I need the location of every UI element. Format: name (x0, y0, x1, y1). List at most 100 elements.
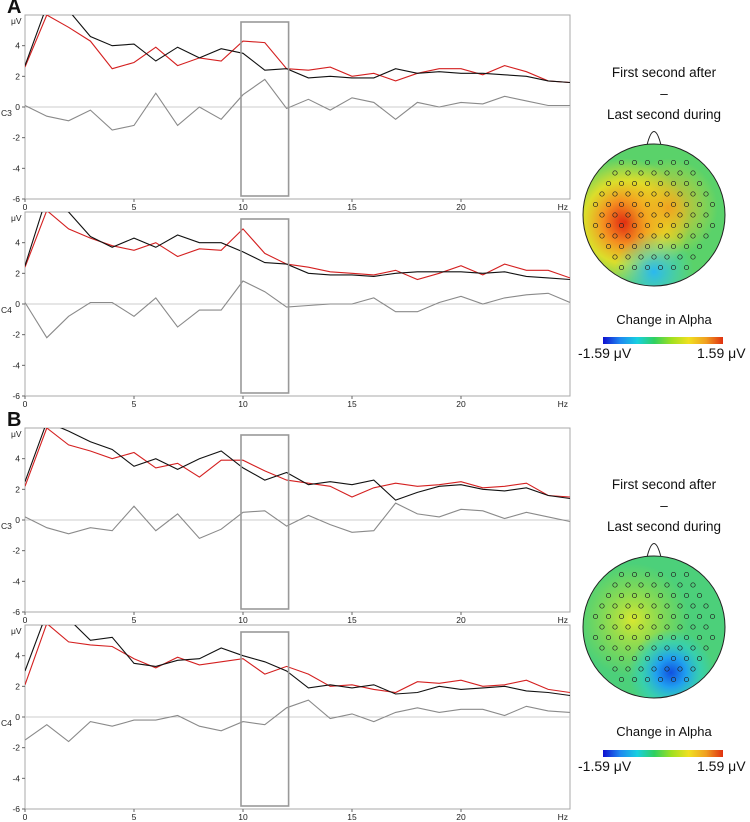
electrode-marker (677, 191, 683, 197)
electrode-marker (605, 592, 612, 599)
electrode-marker (638, 191, 644, 197)
electrode-marker (683, 159, 690, 166)
electrode-marker (651, 170, 657, 176)
electrode-marker (677, 645, 683, 651)
x-tick-label: 0 (23, 812, 28, 822)
electrode-marker (644, 571, 651, 578)
series-line-after (25, 625, 570, 697)
electrode-marker (690, 191, 696, 197)
electrode-marker (657, 180, 664, 187)
electrode-marker (618, 201, 625, 208)
x-tick-label: 5 (132, 399, 137, 409)
y-tick-label: -4 (12, 773, 20, 783)
electrode-marker (690, 624, 696, 630)
electrode-marker (599, 603, 605, 609)
topo-title-b-line3: Last second during (606, 519, 722, 534)
electrode-marker (651, 603, 657, 609)
electrode-marker (690, 603, 696, 609)
electrode-marker (670, 201, 677, 208)
electrode-marker (599, 191, 605, 197)
electrode-marker (625, 212, 631, 218)
electrode-marker (644, 592, 651, 599)
electrode-marker (612, 212, 618, 218)
x-tick-label: 5 (132, 202, 137, 212)
y-axis-label: μV (11, 429, 22, 439)
x-tick-label: 20 (456, 399, 466, 409)
topo-title-a-line1: First second after (611, 65, 717, 80)
topo-title-b: First second after – Last second during (579, 474, 749, 537)
electrode-marker (592, 613, 599, 620)
electrode-marker (683, 613, 690, 620)
electrode-marker (664, 254, 670, 260)
scalp-outline (582, 143, 726, 287)
colorbar-max-a: 1.59 μV (697, 345, 746, 361)
electrode-marker (657, 222, 664, 229)
channel-label: C4 (1, 718, 12, 728)
channel-label: C3 (1, 108, 12, 118)
electrode-marker (592, 222, 599, 229)
electrode-marker (657, 634, 664, 641)
topo-title-b-line1: First second after (611, 477, 717, 492)
electrode-marker (651, 233, 657, 239)
alpha-band-box (240, 434, 290, 610)
x-axis-label: Hz (558, 812, 568, 822)
electrode-marker (644, 264, 651, 271)
electrode-marker (625, 624, 631, 630)
electrode-marker (612, 624, 618, 630)
y-tick-label: 2 (15, 484, 20, 494)
electrode-marker (618, 655, 625, 662)
series-line-after (25, 212, 570, 281)
electrode-marker (605, 180, 612, 187)
electrode-marker (670, 613, 677, 620)
electrode-marker (618, 222, 625, 229)
series-line-during (25, 428, 570, 498)
x-tick-label: 0 (23, 399, 28, 409)
electrode-marker (618, 613, 625, 620)
electrode-marker (638, 254, 644, 260)
x-axis-label: Hz (558, 399, 568, 409)
series-line-difference (25, 78, 570, 131)
electrode-marker (625, 254, 631, 260)
electrode-marker (599, 212, 605, 218)
electrode-marker (631, 159, 638, 166)
electrode-marker (683, 655, 690, 662)
electrode-marker (618, 676, 625, 683)
topo-title-a: First second after – Last second during (579, 62, 749, 125)
electrode-marker (612, 582, 618, 588)
electrode-marker (683, 264, 690, 271)
x-tick-label: 15 (347, 615, 357, 625)
electrode-marker (670, 571, 677, 578)
series-line-difference (25, 280, 570, 339)
electrode-marker (670, 243, 677, 250)
y-tick-label: -2 (12, 133, 20, 143)
electrode-marker (657, 264, 664, 271)
electrode-marker (677, 254, 683, 260)
electrode-marker (625, 170, 631, 176)
y-tick-label: -6 (12, 391, 20, 401)
electrode-marker (657, 201, 664, 208)
y-tick-label: 2 (15, 71, 20, 81)
electrode-marker (683, 634, 690, 641)
electrode-marker (618, 243, 625, 250)
electrode-marker (683, 676, 690, 683)
y-tick-label: 4 (15, 454, 20, 464)
electrode-marker (618, 180, 625, 187)
electrode-marker (657, 676, 664, 683)
y-tick-label: -2 (12, 330, 20, 340)
electrode-marker (644, 655, 651, 662)
electrode-marker (696, 201, 703, 208)
electrode-marker (683, 180, 690, 187)
y-tick-label: -4 (12, 163, 20, 173)
alpha-band-box (240, 631, 290, 807)
electrode-marker (625, 603, 631, 609)
scalp-negative-region (583, 556, 725, 698)
y-tick-label: 0 (15, 515, 20, 525)
y-tick-label: 2 (15, 681, 20, 691)
electrode-marker (631, 571, 638, 578)
colorbar-min-b: -1.59 μV (578, 758, 632, 774)
electrode-marker (664, 170, 670, 176)
topo-caption-a: Change in Alpha (616, 312, 712, 327)
electrode-marker (696, 655, 703, 662)
electrode-marker (683, 222, 690, 229)
